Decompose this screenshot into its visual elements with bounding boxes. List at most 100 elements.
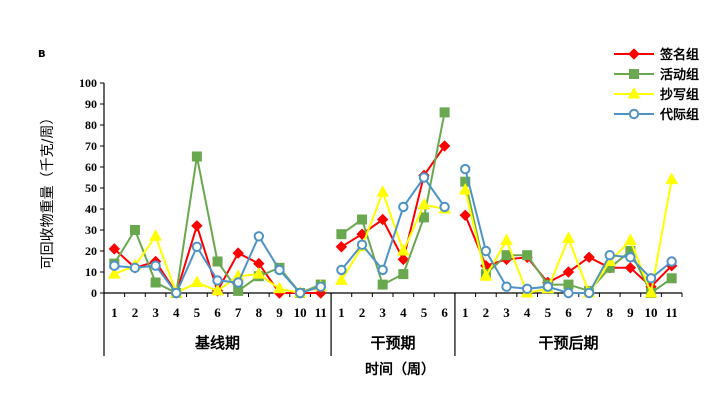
data-point [212,275,223,286]
data-point [396,243,410,256]
y-tick-label: 30 [85,223,97,237]
data-point [336,229,347,240]
x-tick-label: 8 [607,305,614,320]
data-point [604,250,615,261]
panel-label: B [38,49,46,60]
x-tick-label: 1 [338,305,345,320]
data-point [232,277,244,288]
x-tick-label: 6 [441,305,448,320]
data-point [377,264,388,276]
legend-label: 签名组 [659,47,699,63]
x-tick-label: 1 [462,305,469,320]
data-point [336,264,347,276]
y-tick-label: 10 [85,265,97,279]
data-point [274,264,285,276]
y-tick-label: 60 [85,160,97,174]
data-point [542,281,554,292]
x-tick-label: 3 [379,305,386,320]
data-point [253,231,265,242]
data-point [335,241,348,253]
data-point [501,281,512,292]
data-point [460,163,471,175]
data-point [625,252,636,263]
data-point [376,185,390,197]
y-tick-label: 100 [79,76,97,90]
data-point [439,107,450,118]
data-point [191,151,202,162]
x-tick-label: 9 [627,305,634,320]
data-point [211,283,224,296]
phase-label: 干预期 [370,334,415,352]
y-tick-label: 50 [85,181,97,195]
data-point [666,256,677,267]
data-point [356,239,368,250]
data-point [109,260,120,271]
data-point [458,183,472,195]
data-point [644,285,658,298]
data-point [583,287,595,299]
x-tick-label: 6 [214,305,221,320]
data-point [129,225,140,235]
series-line [340,145,446,263]
data-point [418,212,429,223]
x-tick-label: 4 [173,305,180,320]
data-point [583,251,595,264]
x-tick-label: 5 [194,305,201,320]
data-point [376,213,389,226]
x-tick-label: 9 [276,305,283,320]
data-point [624,233,637,245]
x-tick-label: 10 [645,305,658,320]
data-point [150,260,161,271]
x-tick-label: 11 [315,305,327,320]
legend-label: 抄写组 [660,87,699,103]
y-tick-label: 80 [85,118,97,132]
data-point [294,287,306,299]
x-tick-label: 11 [666,305,678,320]
legend-label: 活动组 [660,67,699,83]
data-point [377,279,388,290]
legend-marker [629,69,639,79]
data-point [398,269,409,280]
data-point [398,201,409,213]
data-point [129,262,141,273]
x-tick-label: 6 [565,305,572,320]
phase-label: 基线期 [194,334,240,352]
y-axis-title: 可回收物重量（千克/周） [40,111,56,270]
data-point [108,243,121,255]
x-tick-label: 7 [235,305,242,320]
series-square [109,107,677,298]
x-tick-label: 1 [111,305,118,320]
x-tick-label: 4 [524,305,531,320]
data-point [335,273,348,285]
x-tick-label: 4 [400,305,407,320]
data-point [191,241,203,253]
data-point [459,209,471,222]
data-point [273,281,286,294]
x-tick-label: 2 [359,305,366,320]
data-point [563,279,574,290]
x-tick-label: 7 [586,305,593,320]
series-line [340,112,446,287]
data-point [252,267,266,279]
legend-label: 代际组 [659,107,699,123]
legend-marker [628,108,640,120]
data-point [624,262,637,274]
data-point [479,269,493,281]
x-axis-title: 时间（周） [365,361,435,378]
legend-marker [628,48,640,60]
y-tick-label: 20 [85,244,97,258]
data-point [562,231,575,243]
data-point [171,287,182,299]
data-point [521,283,533,294]
data-point [107,267,121,279]
legend-marker [627,86,641,99]
data-point [438,140,451,152]
series-line [113,156,322,295]
y-tick-label: 40 [85,202,97,216]
data-point [357,214,368,225]
data-point [190,275,204,287]
data-point [417,197,431,210]
y-tick-label: 0 [91,286,97,300]
